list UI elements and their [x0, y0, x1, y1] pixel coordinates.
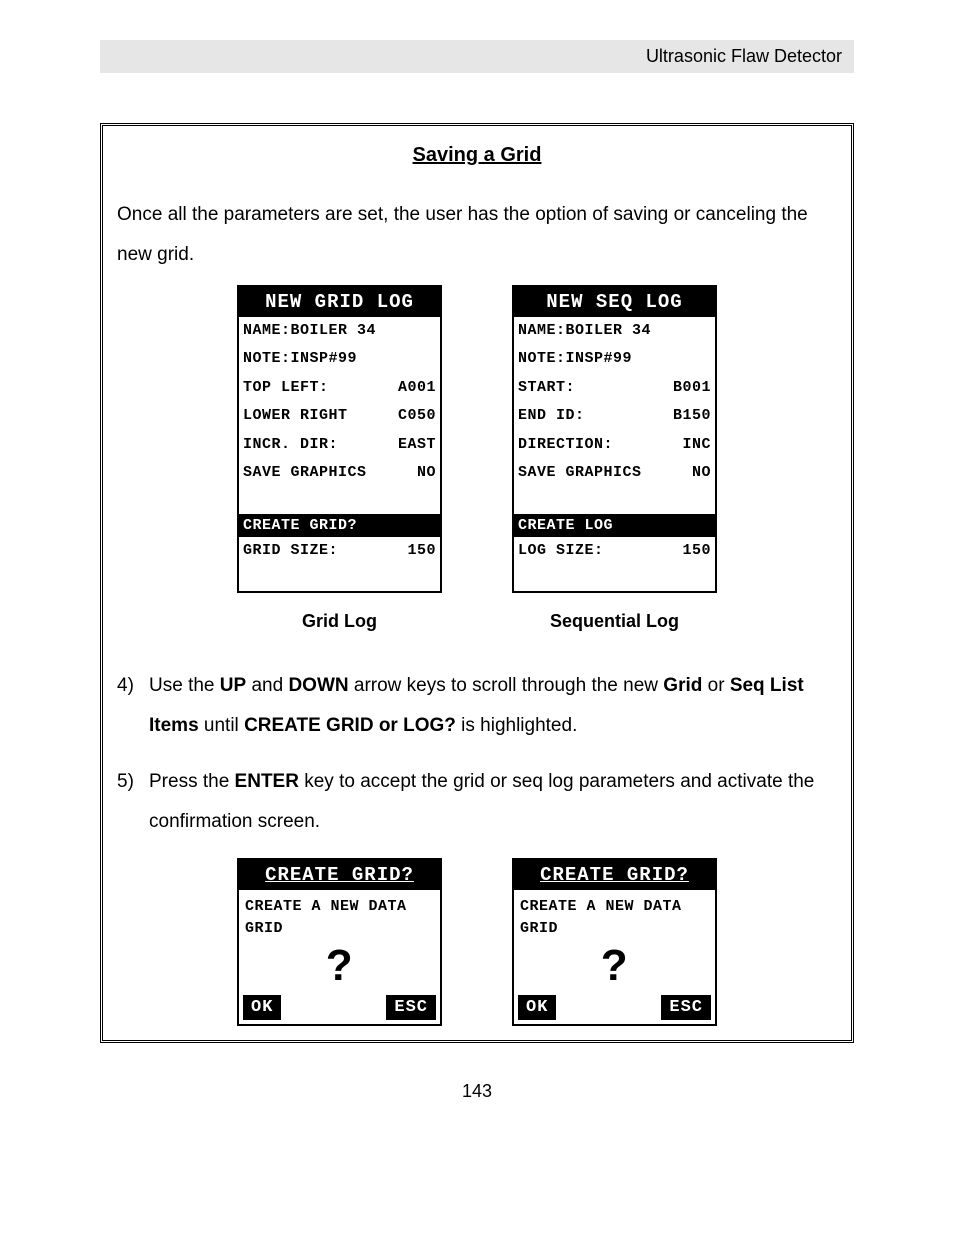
- grid-log-row: NAME:BOILER 34: [239, 317, 440, 346]
- row-label: START:: [518, 377, 575, 400]
- spacer: [239, 565, 440, 591]
- step-5: 5) Press the ENTER key to accept the gri…: [117, 762, 837, 842]
- row-value: A001: [398, 377, 436, 400]
- row-label: GRID SIZE:: [243, 540, 338, 563]
- grid-log-size-row: GRID SIZE: 150: [239, 537, 440, 566]
- question-mark-icon: ?: [514, 941, 715, 991]
- row-value: NO: [692, 462, 711, 485]
- spacer: [514, 488, 715, 514]
- step-number: 5): [117, 762, 149, 842]
- confirm-title: CREATE GRID?: [239, 860, 440, 890]
- page-header: Ultrasonic Flaw Detector: [100, 40, 854, 73]
- grid-log-row: SAVE GRAPHICS NO: [239, 459, 440, 488]
- document-page: Ultrasonic Flaw Detector Saving a Grid O…: [0, 0, 954, 1142]
- row-label: LOG SIZE:: [518, 540, 604, 563]
- section-title: Saving a Grid: [117, 144, 837, 167]
- grid-log-screen: NEW GRID LOG NAME:BOILER 34 NOTE:INSP#99…: [237, 285, 442, 594]
- confirm-text: CREATE A NEW DATA GRID: [239, 890, 440, 941]
- ok-button[interactable]: OK: [243, 995, 281, 1020]
- confirm-screen-left: CREATE GRID? CREATE A NEW DATA GRID ? OK…: [237, 858, 442, 1026]
- seq-log-row: NOTE:INSP#99: [514, 345, 715, 374]
- row-label: SAVE GRAPHICS: [243, 462, 367, 485]
- row-value: C050: [398, 405, 436, 428]
- ok-button[interactable]: OK: [518, 995, 556, 1020]
- row-value: NO: [417, 462, 436, 485]
- seq-log-row: NAME:BOILER 34: [514, 317, 715, 346]
- intro-paragraph: Once all the parameters are set, the use…: [117, 195, 837, 275]
- seq-log-row: SAVE GRAPHICS NO: [514, 459, 715, 488]
- lcd-screens-row: NEW GRID LOG NAME:BOILER 34 NOTE:INSP#99…: [117, 285, 837, 594]
- row-label: LOWER RIGHT: [243, 405, 348, 428]
- row-label: INCR. DIR:: [243, 434, 338, 457]
- row-value: EAST: [398, 434, 436, 457]
- esc-button[interactable]: ESC: [386, 995, 436, 1020]
- row-value: B001: [673, 377, 711, 400]
- seq-log-row: DIRECTION: INC: [514, 431, 715, 460]
- row-label: DIRECTION:: [518, 434, 613, 457]
- step-body: Use the UP and DOWN arrow keys to scroll…: [149, 666, 837, 746]
- caption-row: Grid Log Sequential Log: [117, 611, 837, 632]
- steps-list: 4) Use the UP and DOWN arrow keys to scr…: [117, 666, 837, 842]
- step-number: 4): [117, 666, 149, 746]
- row-value: 150: [682, 540, 711, 563]
- seq-log-title: NEW SEQ LOG: [514, 287, 715, 317]
- grid-log-row: INCR. DIR: EAST: [239, 431, 440, 460]
- spacer: [239, 488, 440, 514]
- page-number: 143: [100, 1081, 854, 1102]
- confirm-buttons: OK ESC: [239, 991, 440, 1024]
- row-label: TOP LEFT:: [243, 377, 329, 400]
- row-label: SAVE GRAPHICS: [518, 462, 642, 485]
- confirm-screens-row: CREATE GRID? CREATE A NEW DATA GRID ? OK…: [117, 858, 837, 1026]
- step-4: 4) Use the UP and DOWN arrow keys to scr…: [117, 666, 837, 746]
- grid-log-caption: Grid Log: [237, 611, 442, 632]
- grid-log-highlight: CREATE GRID?: [239, 514, 440, 537]
- seq-log-caption: Sequential Log: [512, 611, 717, 632]
- confirm-title: CREATE GRID?: [514, 860, 715, 890]
- content-box: Saving a Grid Once all the parameters ar…: [100, 123, 854, 1043]
- row-value: B150: [673, 405, 711, 428]
- seq-log-screen: NEW SEQ LOG NAME:BOILER 34 NOTE:INSP#99 …: [512, 285, 717, 594]
- question-mark-icon: ?: [239, 941, 440, 991]
- grid-log-row: NOTE:INSP#99: [239, 345, 440, 374]
- confirm-buttons: OK ESC: [514, 991, 715, 1024]
- row-value: INC: [682, 434, 711, 457]
- esc-button[interactable]: ESC: [661, 995, 711, 1020]
- grid-log-title: NEW GRID LOG: [239, 287, 440, 317]
- row-label: END ID:: [518, 405, 585, 428]
- confirm-screen-right: CREATE GRID? CREATE A NEW DATA GRID ? OK…: [512, 858, 717, 1026]
- seq-log-row: END ID: B150: [514, 402, 715, 431]
- step-body: Press the ENTER key to accept the grid o…: [149, 762, 837, 842]
- seq-log-size-row: LOG SIZE: 150: [514, 537, 715, 566]
- confirm-text: CREATE A NEW DATA GRID: [514, 890, 715, 941]
- grid-log-row: TOP LEFT: A001: [239, 374, 440, 403]
- row-value: 150: [407, 540, 436, 563]
- grid-log-row: LOWER RIGHT C050: [239, 402, 440, 431]
- seq-log-row: START: B001: [514, 374, 715, 403]
- spacer: [514, 565, 715, 591]
- seq-log-highlight: CREATE LOG: [514, 514, 715, 537]
